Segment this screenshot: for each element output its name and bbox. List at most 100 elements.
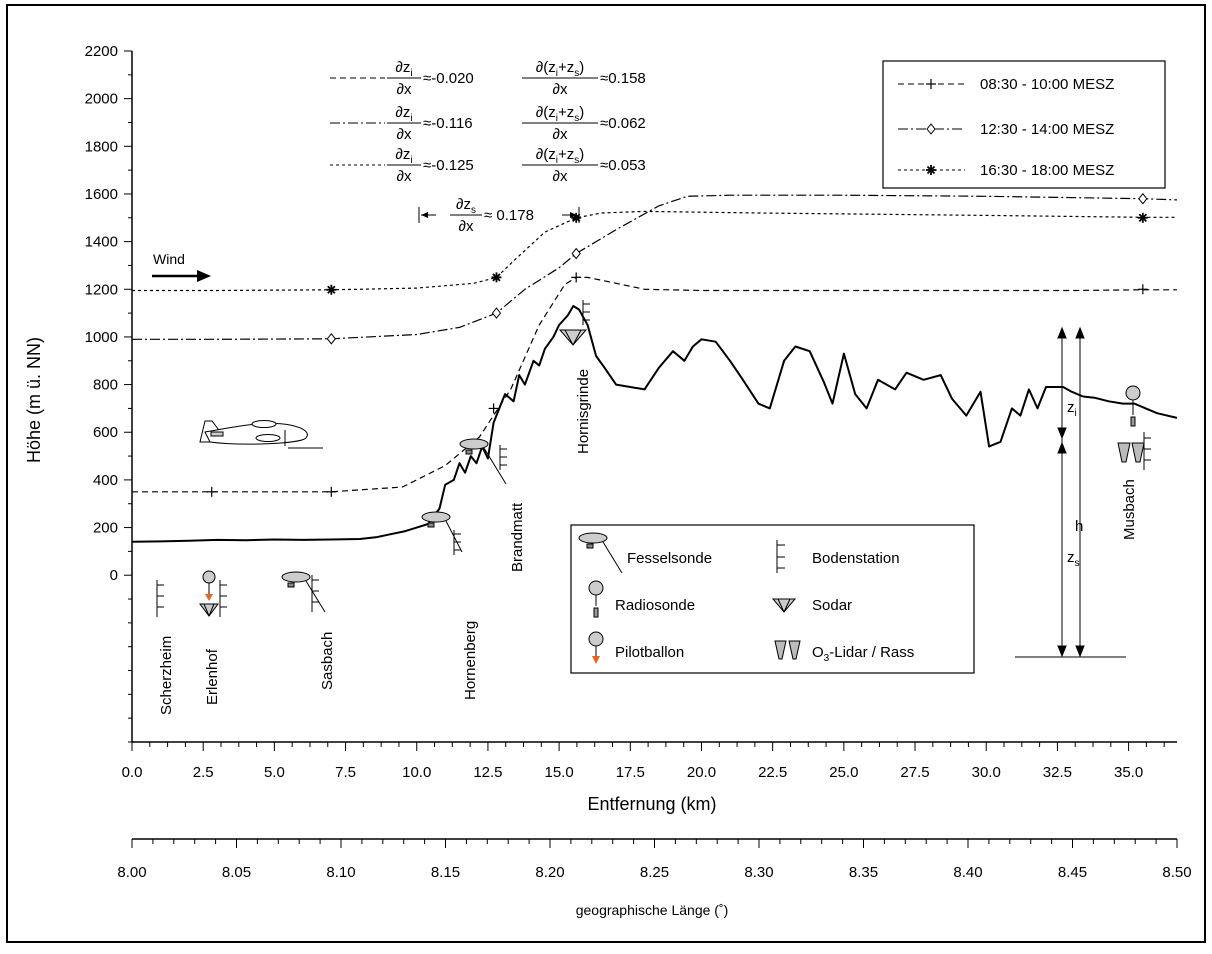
x-tick-label: 20.0	[687, 764, 716, 781]
ground-station-icon	[156, 580, 164, 617]
fraction-numerator-part: i	[410, 68, 412, 79]
ground-station-icon	[776, 540, 785, 573]
radiosonde-icon	[588, 580, 604, 596]
asterisk-marker	[327, 285, 336, 294]
y-tick-label: 1000	[85, 329, 118, 346]
legend-entry-1: 08:30 - 10:00 MESZ	[980, 76, 1114, 93]
ground-station-icon	[1143, 432, 1151, 470]
site-label-erlenhof: Erlenhof	[204, 648, 221, 705]
fraction-numerator-part: s	[574, 113, 579, 124]
fraction-denominator: ∂x	[397, 81, 412, 98]
fraction-numerator: ∂(zi+zs)	[536, 59, 584, 79]
pilot-balloon-icon	[588, 631, 604, 647]
fraction-numerator-part: ∂(z	[536, 104, 556, 121]
gradient-formulas: ∂zi∂x≈-0.020∂(zi+zs)∂x≈0.158∂zi∂x≈-0.116…	[387, 59, 646, 235]
fraction-numerator: ∂(zi+zs)	[536, 146, 584, 166]
y-tick-label: 1400	[85, 234, 118, 251]
fraction-numerator: ∂zi	[395, 146, 412, 166]
secondary-x-tick-label: 8.10	[326, 864, 355, 881]
secondary-x-tick-label: 8.30	[744, 864, 773, 881]
x-tick-label: 2.5	[193, 764, 214, 781]
sodar-icon	[771, 598, 797, 613]
x-axis-label: Entfernung (km)	[587, 794, 716, 814]
h-label: h	[1075, 518, 1083, 535]
instrument-markers	[156, 300, 1151, 617]
x-tick-label: 32.5	[1043, 764, 1072, 781]
fraction-value: ≈0.053	[600, 157, 646, 174]
fraction-denominator: ∂x	[397, 126, 412, 143]
diamond-marker	[571, 247, 581, 260]
ground-station-icon	[311, 575, 319, 612]
x-tick-label: 35.0	[1114, 764, 1143, 781]
fraction-numerator: ∂zi	[395, 59, 412, 79]
fraction-numerator-part: )	[579, 59, 584, 76]
series-lines	[131, 194, 1178, 543]
fraction-value: ≈-0.116	[423, 115, 473, 132]
fraction-value: ≈-0.125	[423, 157, 474, 174]
sodar-icon	[558, 329, 588, 346]
series-line-3	[132, 210, 1177, 292]
instrument-label-pilotballon: Pilotballon	[615, 644, 684, 661]
secondary-x-tick-label: 8.50	[1162, 864, 1191, 881]
tethered-balloon-icon	[578, 532, 608, 544]
secondary-x-axis-label: geographische Länge (˚)	[576, 902, 729, 918]
fraction-numerator-part: s	[574, 68, 579, 79]
diamond-marker	[1138, 192, 1148, 205]
fraction-denominator: ∂x	[553, 126, 568, 143]
x-tick-label: 5.0	[264, 764, 285, 781]
tethered-balloon-icon	[459, 438, 489, 450]
ground-station-icon	[499, 445, 507, 470]
legend-entry-2: 12:30 - 14:00 MESZ	[980, 121, 1114, 138]
asterisk-marker	[926, 165, 936, 175]
fraction-value: ≈0.158	[600, 70, 646, 87]
sodar-icon	[199, 603, 219, 617]
fraction-value: ≈0.062	[600, 115, 646, 132]
figure-border	[6, 4, 1206, 943]
wind-label: Wind	[153, 251, 185, 267]
fraction-numerator: ∂zi	[395, 104, 412, 124]
x-tick-label: 30.0	[972, 764, 1001, 781]
y-tick-label: 200	[93, 520, 118, 537]
radiosonde-icon	[1125, 385, 1141, 401]
asterisk-marker	[1138, 213, 1148, 222]
fraction-numerator-part: i	[410, 155, 412, 166]
fraction-value: ≈ 0.178	[484, 207, 534, 224]
tethered-balloon-icon	[421, 511, 451, 523]
fraction-numerator-part: s	[574, 155, 579, 166]
x-tick-label: 17.5	[616, 764, 645, 781]
site-label-sasbach: Sasbach	[319, 632, 336, 690]
y-tick-label: 400	[93, 472, 118, 489]
site-label-hornisgrinde: Hornisgrinde	[575, 369, 592, 454]
y-tick-label: 600	[93, 424, 118, 441]
secondary-x-tick-label: 8.20	[535, 864, 564, 881]
instrument-label-sodar: Sodar	[812, 597, 852, 614]
fraction-numerator: ∂(zi+zs)	[536, 104, 584, 124]
diamond-marker	[326, 333, 336, 345]
x-tick-label: 0.0	[122, 764, 143, 781]
ground-station-icon	[453, 530, 461, 555]
diamond-marker	[926, 123, 936, 135]
fraction-numerator-part: ∂z	[395, 104, 410, 121]
asterisk-marker	[492, 273, 501, 282]
legend-markers	[926, 79, 936, 175]
x-tick-label: 22.5	[758, 764, 787, 781]
wind-arrow	[152, 270, 211, 282]
secondary-x-tick-label: 8.35	[849, 864, 878, 881]
y-tick-label: 1200	[85, 281, 118, 298]
site-label-hornenberg: Hornenberg	[462, 621, 479, 700]
fraction-numerator-part: +z	[558, 59, 574, 76]
lidar-icon	[1117, 442, 1131, 463]
secondary-x-tick-label: 8.05	[222, 864, 251, 881]
x-ticks: 0.0 2.5 5.0 7.5 10.0 12.5 15.0 17.5 20.0 22.5 25.0…	[122, 742, 1165, 781]
legend: 08:30 - 10:00 MESZ 12:30 - 14:00 MESZ 16…	[882, 60, 1166, 189]
instrument-label-radiosonde: Radiosonde	[615, 597, 695, 614]
site-label-brandmatt: Brandmatt	[509, 502, 526, 572]
fraction-denominator: ∂x	[553, 168, 568, 185]
secondary-x-ticks: 8.00 8.05 8.10 8.15 8.20 8.25 8.30 8.35 8.40 8.45…	[117, 839, 1192, 881]
ground-station-icon	[219, 580, 227, 617]
x-tick-label: 7.5	[335, 764, 356, 781]
y-tick-label: 2200	[85, 43, 118, 60]
fraction-denominator: ∂x	[459, 218, 474, 235]
